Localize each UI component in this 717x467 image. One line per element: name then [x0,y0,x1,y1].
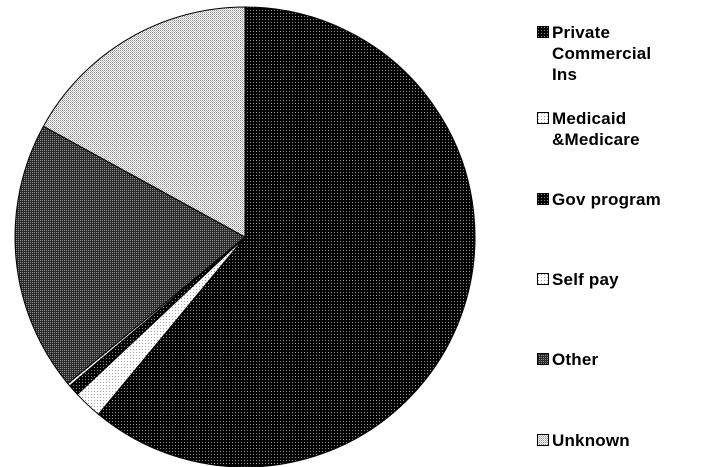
legend-label: Unknown [552,431,630,450]
pie-slices [14,6,476,467]
legend-label: Self pay [552,270,619,289]
legend-swatch [537,353,549,365]
legend-item-private: Private Commercial Ins [537,22,651,85]
legend-label: Private Commercial Ins [552,23,652,84]
legend-swatch [537,112,549,124]
pie-slice-unknown [42,6,246,238]
legend-label: Gov program [552,190,661,209]
legend-swatch [537,434,549,446]
legend-swatch [537,26,549,38]
pie-slice-private [97,6,476,467]
legend-item-other: Other [537,349,598,370]
legend-swatch [537,273,549,285]
pie-slice-other [14,125,246,385]
legend-label: Medicaid &Medicare [552,109,640,149]
legend-item-self-pay: Self pay [537,269,619,290]
legend-label: Other [552,350,599,369]
legend-item-medicaid: Medicaid &Medicare [537,108,640,150]
legend-item-unknown: Unknown [537,430,630,451]
legend-swatch [537,193,549,205]
legend-item-gov-program: Gov program [537,189,661,210]
